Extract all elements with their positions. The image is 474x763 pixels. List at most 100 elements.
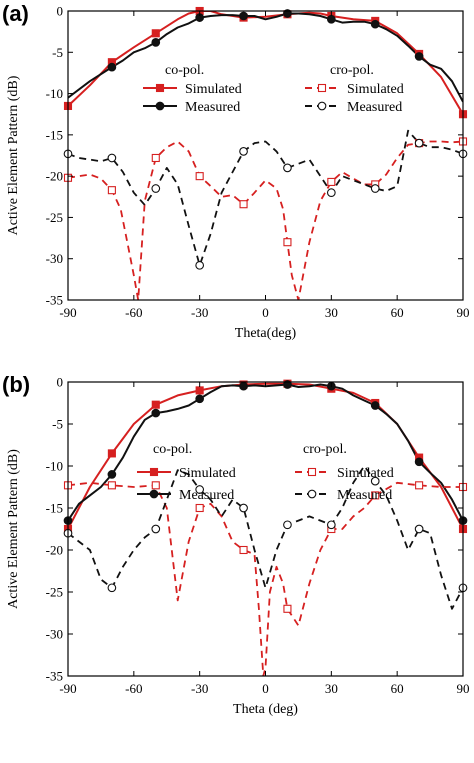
- data-point-marker: [370, 184, 380, 193]
- data-point-marker: [195, 485, 205, 494]
- data-point-marker: [326, 14, 336, 24]
- data-point-marker: [195, 260, 205, 270]
- legend-marker: [149, 467, 159, 477]
- x-tick-label: -60: [125, 681, 142, 696]
- data-point-marker: [107, 470, 117, 479]
- series-line-copol-simulated: [68, 382, 463, 530]
- legend-heading-co-pol: co-pol.: [153, 442, 192, 457]
- legend-entry-label: Simulated: [347, 82, 404, 97]
- data-point-marker: [283, 380, 292, 389]
- y-tick-label: -25: [46, 210, 63, 225]
- plot-frame: [67, 381, 464, 677]
- y-tick-label: -5: [52, 417, 63, 432]
- x-tick-label: 30: [325, 681, 338, 696]
- data-point-marker: [151, 184, 161, 193]
- x-tick-label: 90: [457, 681, 470, 696]
- x-tick-label: 0: [262, 305, 269, 320]
- data-point-marker: [107, 449, 116, 458]
- series-line-cropol-simulated: [68, 481, 463, 676]
- data-point-marker: [151, 38, 161, 47]
- data-point-marker: [327, 177, 336, 186]
- y-tick-label: -35: [46, 669, 63, 684]
- y-tick-label: -35: [46, 293, 63, 308]
- data-point-marker: [283, 520, 292, 530]
- y-tick-label: 0: [57, 4, 64, 19]
- y-tick-label: -5: [52, 45, 63, 60]
- legend-marker: [317, 101, 327, 111]
- data-point-marker: [239, 381, 248, 391]
- legend-marker: [149, 489, 159, 499]
- x-tick-label: -30: [191, 681, 208, 696]
- data-point-marker: [151, 153, 160, 163]
- data-point-marker: [107, 481, 116, 490]
- legend-entry-label: Measured: [337, 488, 392, 503]
- x-tick-label: -90: [59, 305, 76, 320]
- series-line-copol-measured: [68, 383, 463, 522]
- data-point-marker: [414, 524, 424, 534]
- data-point-marker: [283, 163, 292, 173]
- data-point-marker: [151, 408, 161, 418]
- y-axis-label: Active Element Pattern (dB): [6, 75, 21, 235]
- data-point-marker: [151, 524, 161, 534]
- y-tick-label: -20: [46, 169, 63, 184]
- panel-label: (b): [2, 372, 30, 397]
- data-point-marker: [326, 188, 336, 198]
- legend-entry-label: Measured: [179, 488, 234, 503]
- data-point-marker: [326, 520, 336, 530]
- x-tick-label: 60: [391, 681, 404, 696]
- x-tick-label: -90: [59, 681, 76, 696]
- x-tick-label: 60: [391, 305, 404, 320]
- data-point-marker: [370, 476, 380, 486]
- legend-heading-co-pol: co-pol.: [165, 63, 204, 78]
- legend-entry-label: Measured: [347, 100, 402, 115]
- data-point-marker: [151, 400, 160, 409]
- data-point-marker: [370, 19, 380, 29]
- data-point-marker: [195, 386, 204, 395]
- data-point-marker: [107, 186, 116, 195]
- series-line-cropol-measured: [68, 129, 463, 267]
- data-point-marker: [414, 52, 424, 61]
- y-axis-label: Active Element Pattern (dB): [6, 449, 21, 609]
- data-point-marker: [151, 29, 160, 38]
- data-point-marker: [239, 200, 248, 209]
- chart-panel-1: -90 -60 -30 0 30 60 90 0 -5 -10 -15 -20 -25 -30 -35 The…: [2, 1, 470, 341]
- data-point-marker: [151, 481, 160, 490]
- x-tick-label: -30: [191, 305, 208, 320]
- data-point-marker: [195, 503, 204, 513]
- legend-entry-label: Measured: [185, 100, 240, 115]
- y-tick-label: -15: [46, 501, 63, 516]
- data-point-marker: [107, 153, 117, 163]
- y-tick-label: -10: [46, 86, 63, 101]
- legend-marker: [307, 467, 317, 477]
- y-tick-label: -30: [46, 627, 63, 642]
- legend-marker: [317, 83, 327, 93]
- data-point-marker: [239, 503, 248, 513]
- legend-entry-label: Simulated: [179, 466, 236, 481]
- y-tick-label: -15: [46, 127, 63, 142]
- data-point-marker: [414, 457, 424, 467]
- data-point-marker: [414, 138, 424, 148]
- data-point-marker: [239, 545, 248, 555]
- legend: co-pol. cro-pol. Simulated Measured Simulate…: [137, 442, 394, 503]
- data-point-marker: [195, 394, 205, 404]
- data-point-marker: [415, 481, 424, 490]
- legend-entry-label: Simulated: [337, 466, 394, 481]
- series-line-copol-simulated: [68, 11, 463, 115]
- data-point-marker: [195, 172, 204, 181]
- legend-marker: [155, 83, 165, 93]
- panel-label: (a): [2, 1, 29, 26]
- series-line-cropol-simulated: [68, 140, 463, 300]
- legend-heading-cro-pol: cro-pol.: [303, 442, 347, 457]
- legend: co-pol. cro-pol. Simulated Measured Simulate…: [143, 63, 404, 115]
- series-line-cropol-measured: [68, 465, 463, 610]
- y-tick-label: -25: [46, 585, 63, 600]
- x-tick-label: -60: [125, 305, 142, 320]
- data-point-marker: [371, 491, 380, 500]
- legend-marker: [307, 489, 317, 499]
- x-axis-label: Theta (deg): [233, 702, 298, 717]
- data-point-marker: [239, 11, 248, 21]
- x-tick-label: 30: [325, 305, 338, 320]
- x-tick-label: 0: [262, 681, 269, 696]
- chart-panel-2: -90 -60 -30 0 30 60 90 0 -5 -10 -15 -20 -25 -30 -35 The…: [2, 372, 470, 717]
